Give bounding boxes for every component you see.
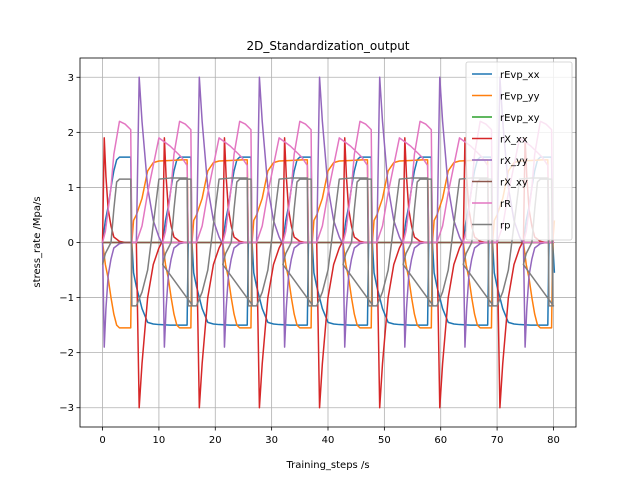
y-tick-label: 2 [68, 128, 74, 139]
x-tick-label: 80 [547, 435, 560, 446]
y-tick-label: 0 [68, 238, 74, 249]
x-tick-label: 40 [322, 435, 335, 446]
chart-title: 2D_Standardization_output [246, 39, 409, 53]
legend-box [465, 61, 573, 241]
y-tick-label: −1 [59, 293, 74, 304]
y-tick-label: −3 [59, 403, 74, 414]
legend-entry: rEvp_yy [500, 92, 540, 103]
y-tick-label: 1 [68, 183, 74, 194]
x-tick-label: 60 [434, 435, 447, 446]
x-tick-label: 50 [378, 435, 391, 446]
y-tick-label: 3 [68, 73, 74, 84]
x-axis-label: Training_steps /s [285, 460, 369, 471]
y-axis-label: stress_rate /Mpa/s [32, 196, 43, 287]
legend-entry: rp [500, 221, 510, 232]
x-tick-label: 20 [209, 435, 222, 446]
legend: rEvp_xx rEvp_yy rEvp_xy rX_xx rX_yy rX_xy rR rp [465, 61, 573, 241]
series-line-revp-yy [101, 159, 556, 329]
legend-entry: rEvp_xy [500, 113, 540, 124]
legend-entry: rR [500, 199, 511, 210]
legend-entry: rX_xx [500, 135, 528, 146]
x-tick-label: 70 [491, 435, 504, 446]
x-tick-label: 10 [153, 435, 166, 446]
legend-entry: rX_yy [500, 156, 528, 167]
legend-entry: rEvp_xx [500, 70, 540, 81]
x-tick-label: 0 [99, 435, 105, 446]
series-line-rx-yy [101, 76, 553, 348]
x-tick-label: 30 [265, 435, 278, 446]
ticks: 0 10 20 30 40 50 60 70 80 −3 −2 −1 0 1 2 3 [59, 73, 560, 446]
legend-entry: rX_xy [500, 178, 528, 189]
y-tick-label: −2 [59, 348, 74, 359]
